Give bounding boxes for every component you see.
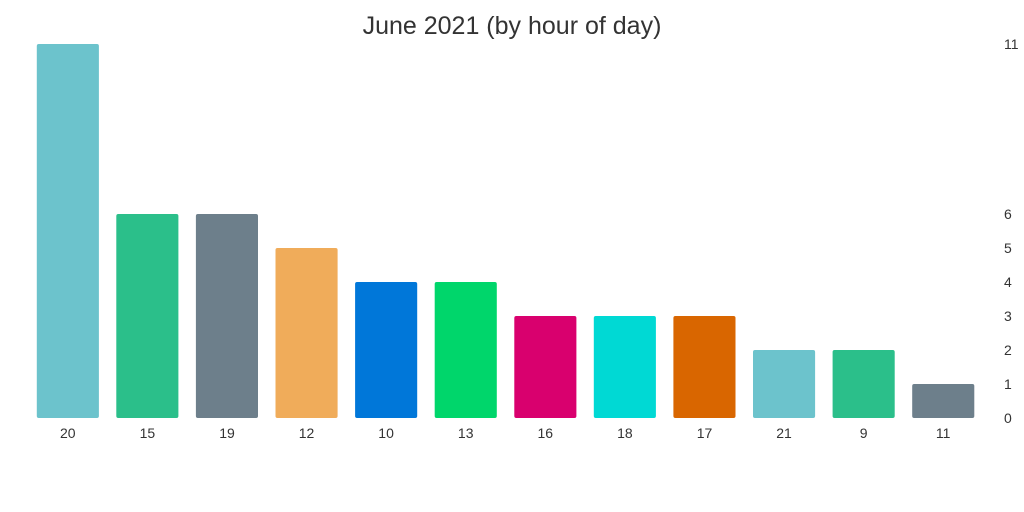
bar-hour-10 — [355, 282, 418, 418]
chart-title: June 2021 (by hour of day) — [362, 12, 662, 40]
x-tick-label: 10 — [378, 425, 394, 441]
y-tick-label: 3 — [1004, 308, 1012, 324]
bar-hour-15 — [116, 214, 179, 418]
x-tick-label: 20 — [60, 425, 76, 441]
x-axis-labels: 20 15 19 12 10 13 16 18 17 21 9 11 — [60, 425, 951, 441]
y-tick-label: 1 — [1004, 376, 1012, 392]
bars-group — [36, 44, 975, 418]
x-tick-label: 11 — [936, 425, 951, 441]
bar-hour-20 — [36, 44, 99, 418]
y-tick-label: 4 — [1004, 274, 1012, 290]
y-tick-label: 2 — [1004, 342, 1012, 358]
x-tick-label: 12 — [299, 425, 315, 441]
bar-hour-11 — [912, 384, 975, 418]
x-tick-label: 19 — [219, 425, 235, 441]
x-tick-label: 9 — [860, 425, 868, 441]
bar-hour-9 — [832, 350, 895, 418]
x-tick-label: 15 — [140, 425, 156, 441]
x-tick-label: 21 — [776, 425, 792, 441]
x-tick-label: 17 — [697, 425, 713, 441]
bar-hour-19 — [195, 214, 258, 418]
bar-hour-18 — [593, 316, 656, 418]
bar-hour-12 — [275, 248, 338, 418]
y-tick-label: 6 — [1004, 206, 1012, 222]
x-tick-label: 16 — [538, 425, 554, 441]
bar-hour-21 — [753, 350, 816, 418]
x-tick-label: 13 — [458, 425, 474, 441]
x-tick-label: 18 — [617, 425, 633, 441]
y-tick-label: 5 — [1004, 240, 1012, 256]
bar-hour-16 — [514, 316, 577, 418]
y-tick-label: 11 — [1004, 36, 1019, 52]
y-tick-label: 0 — [1004, 410, 1012, 426]
bar-hour-17 — [673, 316, 736, 418]
bar-hour-13 — [434, 282, 497, 418]
y-axis-labels: 0 1 2 3 4 5 6 11 — [1004, 36, 1019, 426]
